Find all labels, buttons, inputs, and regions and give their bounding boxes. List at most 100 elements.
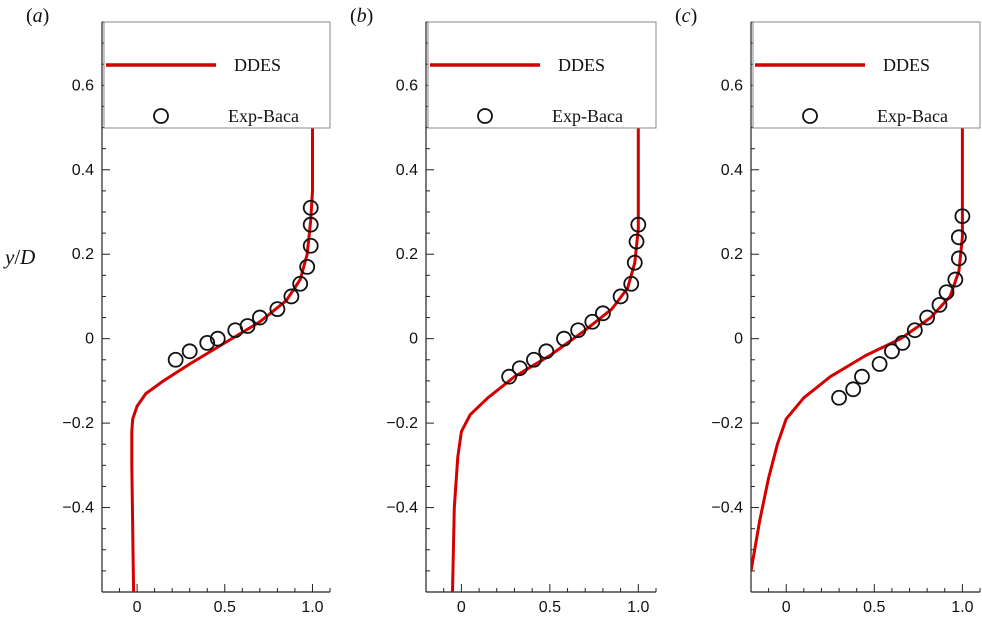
x-tick-label: 1.0 (301, 599, 323, 616)
data-point-exp-baca (239, 318, 256, 334)
y-axis-title-part: D (19, 245, 35, 269)
data-point-exp-baca (831, 389, 847, 406)
x-axis-title-part: U (205, 619, 222, 621)
data-point-exp-baca (283, 288, 300, 305)
y-axis-title: y/D (3, 245, 35, 269)
data-point-exp-baca (630, 216, 647, 233)
y-tick-label: 0.6 (721, 77, 743, 94)
y-tick-label: 0.2 (72, 246, 94, 263)
data-point-exp-baca (947, 271, 964, 288)
x-tick-label: 0.5 (863, 599, 885, 616)
panel-label-part: ) (367, 5, 374, 27)
y-axis-title-part: y (3, 245, 15, 269)
data-point-exp-baca (628, 233, 645, 250)
panel-a: −0.4 −0.2 0 0.2 0.4 0.6 0 0.5 1.0 U/U∞ y/D (a) DDES E… (3, 5, 331, 621)
x-tick-label: 0 (782, 599, 791, 616)
data-point-exp-baca (251, 309, 268, 326)
y-tick-label: 0.4 (721, 162, 743, 179)
legend-label-ddes: DDES (558, 55, 605, 75)
y-tick-label: 0.4 (396, 162, 418, 179)
y-axis-title-part: / (14, 245, 20, 269)
data-point-exp-baca (623, 275, 640, 292)
data-point-exp-baca (595, 305, 611, 322)
x-axis-title: U/U∞ (509, 619, 557, 621)
data-point-exp-baca (950, 229, 967, 246)
legend-label-exp-baca: Exp-Baca (552, 106, 623, 126)
x-tick-label: 0 (133, 599, 142, 616)
y-tick-label: −0.2 (62, 415, 94, 432)
data-point-exp-baca (302, 237, 319, 254)
data-point-exp-baca (302, 199, 319, 216)
x-tick-label: 1.0 (627, 599, 649, 616)
data-point-exp-baca (871, 356, 888, 372)
data-point-exp-baca (626, 254, 643, 271)
data-point-exp-baca (556, 330, 572, 347)
data-point-exp-baca (299, 258, 316, 275)
data-point-exp-baca (884, 343, 900, 360)
data-point-exp-baca (167, 351, 184, 368)
x-axis-title: U/U∞ (184, 619, 232, 621)
panel-label-part: ) (691, 5, 698, 27)
y-tick-label: 0 (409, 331, 418, 348)
data-point-exp-baca (209, 330, 226, 347)
legend-box (427, 21, 657, 129)
panel-label-part: ) (43, 5, 50, 27)
data-point-exp-baca (538, 343, 555, 360)
data-point-exp-baca (894, 334, 911, 351)
legend-box (752, 21, 981, 129)
data-point-exp-baca (906, 322, 923, 339)
y-tick-label: −0.2 (386, 415, 418, 432)
data-point-exp-baca (570, 322, 587, 339)
series-line-ddes (451, 22, 640, 592)
y-tick-label: 0.6 (396, 77, 418, 94)
panel-label-part: c (682, 5, 691, 27)
y-tick-label: −0.2 (711, 415, 743, 432)
legend-marker-exp-baca (477, 108, 493, 124)
data-point-exp-baca (292, 275, 309, 292)
x-axis-title-part: U/ (184, 619, 207, 621)
x-axis-title-part: U (854, 619, 871, 621)
legend-marker-exp-baca (153, 108, 169, 124)
panel-label: (a) (26, 5, 49, 27)
data-point-exp-baca (954, 208, 971, 225)
data-layer (451, 22, 647, 592)
panel-label: (c) (675, 5, 697, 27)
x-axis-title-part: U/ (833, 619, 856, 621)
panel-label-part: ( (26, 5, 33, 27)
panel-label-part: ( (350, 5, 357, 27)
data-point-exp-baca (199, 334, 216, 351)
data-point-exp-baca (181, 343, 198, 360)
panel-c: −0.4 −0.2 0 0.2 0.4 0.6 0 0.5 1.0 U/U∞ (c) DDES Exp-… (675, 5, 981, 621)
panel-label-part: b (357, 5, 367, 27)
x-axis-title-part: U/ (509, 619, 532, 621)
data-point-exp-baca (511, 360, 528, 377)
y-tick-label: 0 (85, 331, 94, 348)
legend-marker-exp-baca (802, 108, 818, 124)
y-tick-label: 0.2 (721, 246, 743, 263)
x-axis-title: U/U∞ (833, 619, 881, 621)
data-point-exp-baca (931, 296, 948, 313)
y-tick-label: 0.6 (72, 77, 94, 94)
y-tick-label: 0.4 (72, 162, 94, 179)
data-point-exp-baca (526, 351, 542, 368)
y-tick-label: 0.2 (396, 246, 418, 263)
x-axis-title-part: U (530, 619, 547, 621)
data-point-exp-baca (919, 309, 936, 326)
legend-box (103, 21, 331, 129)
data-layer (751, 22, 971, 572)
legend-label-ddes: DDES (883, 55, 930, 75)
data-point-exp-baca (584, 313, 601, 330)
series-line-ddes (751, 22, 964, 572)
panel-label: (b) (350, 5, 373, 27)
y-tick-label: −0.4 (62, 500, 94, 517)
legend-label-exp-baca: Exp-Baca (228, 106, 299, 126)
x-tick-label: 1.0 (951, 599, 973, 616)
data-point-exp-baca (501, 368, 518, 385)
x-tick-label: 0 (457, 599, 466, 616)
panel-label-part: ( (675, 5, 682, 27)
legend-label-ddes: DDES (234, 55, 281, 75)
x-tick-label: 0.5 (539, 599, 561, 616)
data-point-exp-baca (845, 381, 862, 398)
data-layer (130, 22, 319, 592)
